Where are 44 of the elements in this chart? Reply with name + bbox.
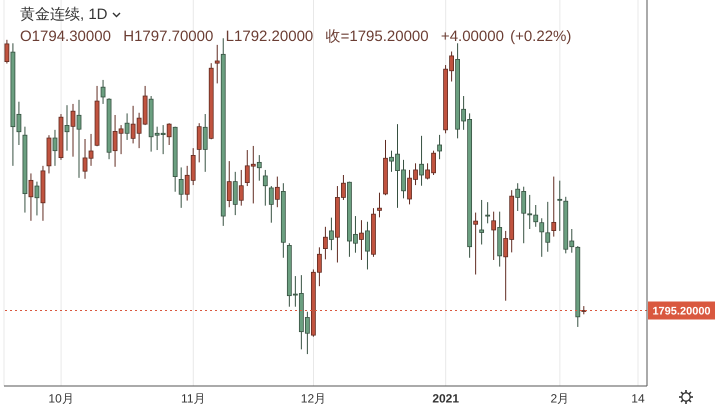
candlestick — [4, 39, 10, 64]
chart-title: 黄金连续, 1D — [20, 5, 108, 24]
candlestick — [437, 134, 442, 160]
candlestick — [329, 217, 334, 251]
candlestick — [491, 211, 496, 260]
candlestick — [124, 112, 130, 140]
candlestick — [419, 135, 424, 186]
candlestick — [365, 221, 370, 270]
candlestick — [76, 99, 82, 178]
candlestick — [473, 212, 478, 275]
candlestick — [52, 129, 58, 166]
candlestick — [196, 122, 202, 163]
candlestick — [539, 218, 544, 258]
candlestick — [359, 220, 364, 260]
candlestick — [377, 192, 382, 218]
candlestick — [28, 172, 34, 222]
candlestick — [100, 79, 106, 104]
x-tick-label: 12月 — [300, 392, 326, 406]
candlestick — [545, 201, 550, 252]
candlestick — [166, 122, 172, 146]
chart-subtitle: O1794.30000 H1797.70000 L1792.20000 收=1795.20000 +4.00000 (+0.22%) — [20, 27, 572, 46]
candlestick — [479, 199, 484, 245]
candlestick — [70, 103, 76, 158]
candlestick — [238, 169, 244, 206]
candlestick — [256, 154, 262, 182]
x-tick-label: 10月 — [48, 392, 74, 406]
candlestick — [64, 104, 70, 152]
candlestick — [226, 160, 232, 208]
x-tick-label: 2021 — [432, 392, 460, 406]
candlestick — [322, 226, 328, 260]
x-tick-label: 14 — [631, 392, 645, 406]
x-tick-label: 2月 — [550, 392, 570, 406]
candlestick — [202, 114, 208, 172]
candlestick — [274, 176, 280, 208]
candlestick — [232, 171, 238, 216]
candlestick — [214, 44, 220, 84]
candlestick — [34, 181, 40, 216]
candlestick — [551, 176, 556, 238]
candlestick — [485, 202, 490, 224]
candlestick — [178, 166, 184, 208]
text: 1795.20000 — [652, 305, 711, 318]
candlestick — [268, 186, 274, 224]
candlestick — [262, 169, 268, 206]
x-tick-label: 11月 — [181, 392, 206, 406]
